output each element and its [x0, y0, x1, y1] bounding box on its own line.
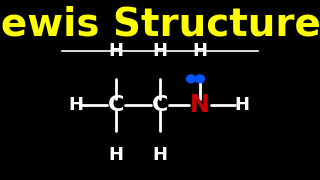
- Text: Lewis Structures: Lewis Structures: [0, 5, 320, 43]
- Text: H: H: [193, 42, 207, 60]
- Text: H: H: [108, 146, 124, 164]
- Text: H: H: [108, 42, 124, 60]
- Text: H: H: [153, 42, 167, 60]
- Circle shape: [196, 75, 204, 83]
- Text: N: N: [190, 93, 210, 117]
- Text: C: C: [108, 95, 124, 115]
- Text: H: H: [153, 146, 167, 164]
- Text: H: H: [235, 96, 250, 114]
- Text: C: C: [152, 95, 168, 115]
- Text: H: H: [68, 96, 84, 114]
- Circle shape: [187, 75, 196, 83]
